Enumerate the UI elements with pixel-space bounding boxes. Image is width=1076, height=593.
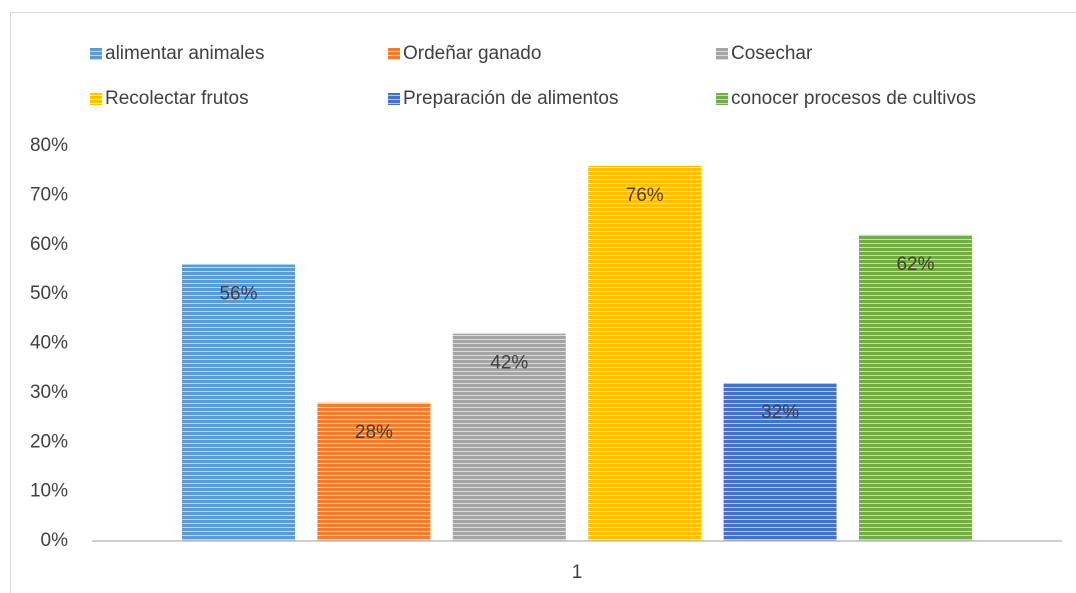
legend-label: alimentar animales bbox=[105, 43, 264, 64]
data-label: 42% bbox=[490, 353, 528, 374]
x-tick-label: 1 bbox=[572, 562, 583, 583]
legend-label: Ordeñar ganado bbox=[403, 43, 541, 64]
y-tick-label: 0% bbox=[41, 530, 69, 551]
data-label: 28% bbox=[355, 422, 393, 443]
data-label: 56% bbox=[219, 284, 257, 305]
bar bbox=[588, 165, 702, 541]
data-label: 32% bbox=[761, 402, 799, 423]
bar bbox=[452, 333, 566, 541]
y-tick-label: 80% bbox=[30, 135, 68, 156]
data-label: 76% bbox=[626, 185, 664, 206]
data-label: 62% bbox=[896, 254, 934, 275]
bar bbox=[317, 402, 431, 541]
legend-label: Recolectar frutos bbox=[105, 88, 249, 109]
legend-swatch bbox=[90, 48, 102, 60]
legend-swatch bbox=[388, 48, 400, 60]
legend-swatch bbox=[716, 48, 728, 60]
y-tick-label: 50% bbox=[30, 283, 68, 304]
bar bbox=[723, 383, 837, 541]
legend-label: Preparación de alimentos bbox=[403, 88, 618, 109]
legend-swatch bbox=[388, 93, 400, 105]
legend-label: conocer procesos de cultivos bbox=[731, 88, 976, 109]
legend-swatch bbox=[716, 93, 728, 105]
y-tick-label: 70% bbox=[30, 184, 68, 205]
y-tick-label: 20% bbox=[30, 431, 68, 452]
legend-swatch bbox=[90, 93, 102, 105]
y-tick-label: 60% bbox=[30, 234, 68, 255]
y-tick-label: 40% bbox=[30, 333, 68, 354]
bar bbox=[182, 264, 295, 541]
y-tick-label: 10% bbox=[30, 481, 68, 502]
legend-label: Cosechar bbox=[731, 43, 813, 64]
y-tick-label: 30% bbox=[30, 382, 68, 403]
bar bbox=[859, 234, 972, 541]
